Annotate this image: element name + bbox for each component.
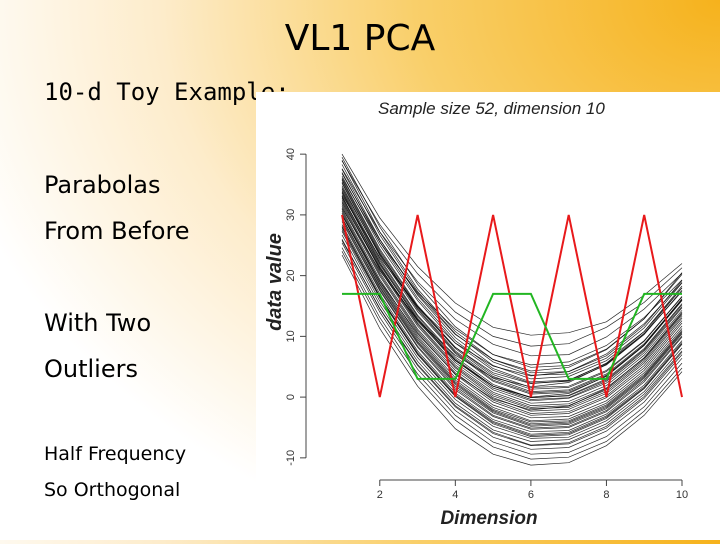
y-tick-label: 20	[285, 270, 297, 282]
parabola-series-line	[341, 160, 683, 347]
parabola-series-line	[341, 242, 683, 450]
parabola-series-line	[341, 247, 683, 455]
parabola-series-line	[341, 214, 683, 425]
text-line-with-two: With Two	[44, 309, 152, 337]
bullet-group-parabolas: Parabolas From Before	[44, 162, 190, 254]
parabola-series-line	[341, 234, 683, 442]
parabola-series-line	[341, 226, 683, 435]
parabola-series-line	[341, 187, 683, 385]
parabola-series-line	[341, 175, 683, 384]
text-line-from-before: From Before	[44, 217, 190, 245]
parabola-series-line	[341, 177, 683, 366]
slide-subtitle: 10-d Toy Example:	[44, 78, 290, 106]
parabola-series-line	[341, 196, 683, 399]
parabola-series-line	[341, 197, 683, 408]
parabola-series-line	[341, 254, 683, 466]
parabola-series-line	[341, 208, 683, 388]
y-tick-label: -10	[285, 450, 297, 466]
bullet-group-orthogonal: Half Frequency So Orthogonal	[44, 436, 186, 508]
x-tick-label: 2	[377, 489, 383, 501]
plot-panel: Sample size 52, dimension 10 data value …	[256, 92, 720, 540]
slide-title: VL1 PCA	[284, 18, 436, 59]
line-chart: Sample size 52, dimension 10 data value …	[264, 99, 688, 529]
parabola-series-line	[341, 212, 683, 423]
parabola-series-line	[341, 224, 683, 433]
parabola-series-line	[341, 221, 683, 430]
parabola-series-line	[341, 217, 683, 427]
parabola-series-line	[341, 185, 683, 395]
parabola-series-line	[341, 227, 683, 436]
y-tick-label: 10	[285, 330, 297, 342]
parabola-series-line	[341, 164, 683, 376]
text-line-so-orthogonal: So Orthogonal	[44, 479, 181, 501]
parabola-series-line	[341, 190, 683, 400]
parabola-series-line	[341, 160, 683, 374]
bullet-group-outliers: With Two Outliers	[44, 300, 151, 392]
x-tick-label: 8	[603, 489, 609, 501]
parabola-series-line	[341, 178, 683, 388]
y-tick-label: 40	[285, 148, 297, 160]
parabola-series-line	[341, 231, 683, 439]
y-tick-label: 0	[285, 394, 297, 400]
x-tick-label: 10	[676, 489, 688, 501]
y-tick-label: 30	[285, 209, 297, 221]
parabola-series-line	[341, 172, 683, 383]
parabola-series-line	[341, 180, 683, 390]
y-axis-label: data value	[264, 233, 286, 331]
parabola-series-line	[341, 229, 683, 437]
parabola-series-line	[341, 191, 683, 402]
x-tick-label: 6	[528, 489, 534, 501]
parabola-series-line	[341, 219, 683, 429]
parabola-series-line	[341, 188, 683, 399]
text-line-outliers: Outliers	[44, 355, 138, 383]
chart-title: Sample size 52, dimension 10	[378, 99, 605, 118]
x-axis-label: Dimension	[440, 508, 537, 529]
parabola-series-line	[341, 199, 683, 410]
parabola-series-line	[341, 168, 683, 357]
x-tick-label: 4	[452, 489, 458, 501]
red-outlier-line	[341, 214, 683, 398]
parabola-series-line	[341, 217, 683, 426]
green-outlier-line	[342, 292, 682, 380]
parabola-series-line	[341, 251, 683, 460]
text-line-parabolas: Parabolas	[44, 171, 161, 199]
text-line-half-frequency: Half Frequency	[44, 443, 187, 465]
